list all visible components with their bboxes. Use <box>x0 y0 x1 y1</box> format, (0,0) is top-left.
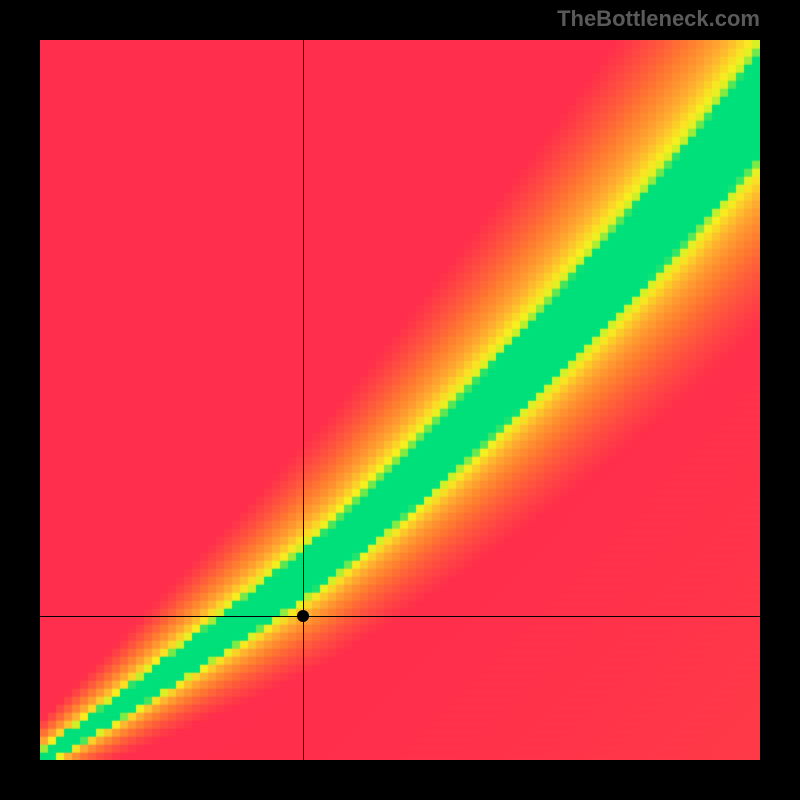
bottleneck-heatmap <box>40 40 760 760</box>
crosshair-vertical <box>303 40 304 760</box>
watermark-text: TheBottleneck.com <box>557 6 760 32</box>
crosshair-horizontal <box>40 616 760 617</box>
heatmap-canvas <box>40 40 760 760</box>
data-point-marker <box>297 610 309 622</box>
